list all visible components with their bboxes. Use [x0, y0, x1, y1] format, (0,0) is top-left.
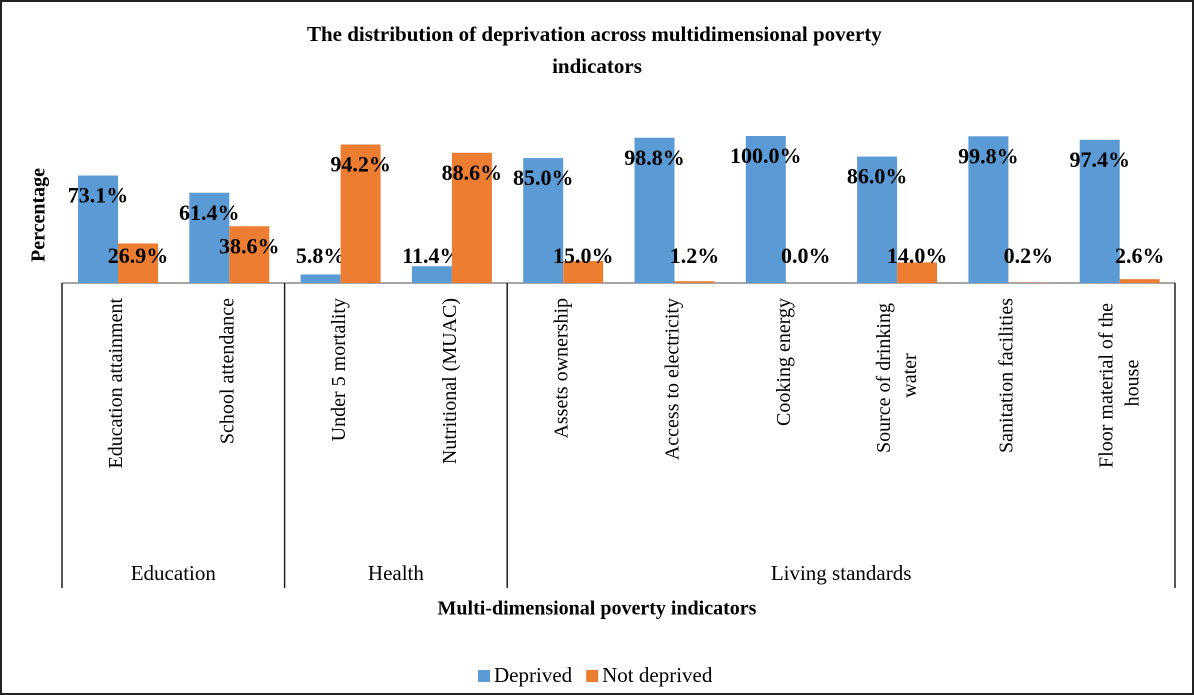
value-label: 98.8% — [624, 145, 685, 170]
bar — [1119, 279, 1160, 283]
legend-swatch — [478, 670, 490, 682]
bar — [300, 274, 341, 283]
group-label: Education — [131, 561, 217, 585]
bar — [857, 156, 898, 283]
value-label: 99.8% — [958, 143, 1019, 168]
x-tick-label: Under 5 mortality — [328, 298, 350, 441]
x-axis-title: Multi-dimensional poverty indicators — [438, 598, 757, 620]
x-tick-label: Education attainment — [105, 298, 127, 469]
x-tick-line: water — [898, 353, 920, 398]
value-label: 88.6% — [442, 160, 503, 185]
value-label: 14.0% — [887, 243, 948, 268]
legend-swatch — [586, 670, 599, 682]
title-line: indicators — [552, 54, 642, 78]
value-label: 97.4% — [1069, 147, 1130, 172]
bar — [674, 281, 715, 283]
value-label: 1.2% — [670, 243, 720, 268]
bar — [229, 226, 270, 283]
group-label: Health — [368, 561, 424, 585]
x-tick-line: house — [1121, 360, 1143, 407]
x-tick-label: Cooking energy — [773, 298, 795, 426]
x-tick-label: School attendance — [217, 298, 239, 444]
value-label: 85.0% — [513, 165, 574, 190]
value-label: 94.2% — [330, 152, 391, 177]
value-label: 100.0% — [730, 143, 802, 168]
bar — [78, 175, 118, 283]
x-tick-line: Source of drinking — [872, 298, 894, 453]
x-tick-label: Access to electricity — [662, 298, 684, 460]
x-tick-line: Floor material of the — [1095, 298, 1117, 468]
bar — [340, 144, 381, 283]
value-label: 0.0% — [781, 243, 831, 268]
bar — [411, 266, 452, 283]
value-label: 11.4% — [402, 243, 461, 268]
value-label: 26.9% — [108, 243, 169, 268]
chart-title: The distribution of deprivation across m… — [307, 22, 887, 78]
x-tick-label: Assets ownership — [550, 298, 572, 439]
legend-label: Deprived — [494, 663, 573, 687]
bar — [523, 158, 564, 283]
legend-label: Not deprived — [602, 663, 713, 687]
value-label: 5.8% — [296, 243, 346, 268]
y-axis-title: Percentage — [28, 168, 50, 262]
title-line: The distribution of deprivation across m… — [307, 22, 887, 46]
bar — [897, 262, 938, 283]
bar — [1079, 139, 1120, 283]
bar — [745, 136, 786, 283]
bar — [118, 243, 158, 283]
value-label: 2.6% — [1115, 243, 1165, 268]
bar — [634, 137, 675, 283]
value-label: 86.0% — [847, 164, 908, 189]
value-label: 38.6% — [219, 233, 280, 258]
bar — [563, 260, 604, 283]
bar — [451, 152, 492, 283]
group-label: Living standards — [771, 561, 912, 585]
value-label: 61.4% — [179, 200, 240, 225]
x-tick-label: Floor material of the house — [1095, 298, 1143, 468]
value-label: 0.2% — [1004, 243, 1054, 268]
bar — [189, 192, 230, 283]
value-label: 15.0% — [553, 243, 614, 268]
x-tick-label: Nutritional (MUAC) — [439, 298, 461, 464]
x-tick-label: Sanitation facilities — [996, 298, 1018, 453]
x-tick-label: Source of drinking water — [872, 298, 920, 453]
value-label: 73.1% — [68, 183, 129, 208]
bar — [968, 136, 1009, 283]
